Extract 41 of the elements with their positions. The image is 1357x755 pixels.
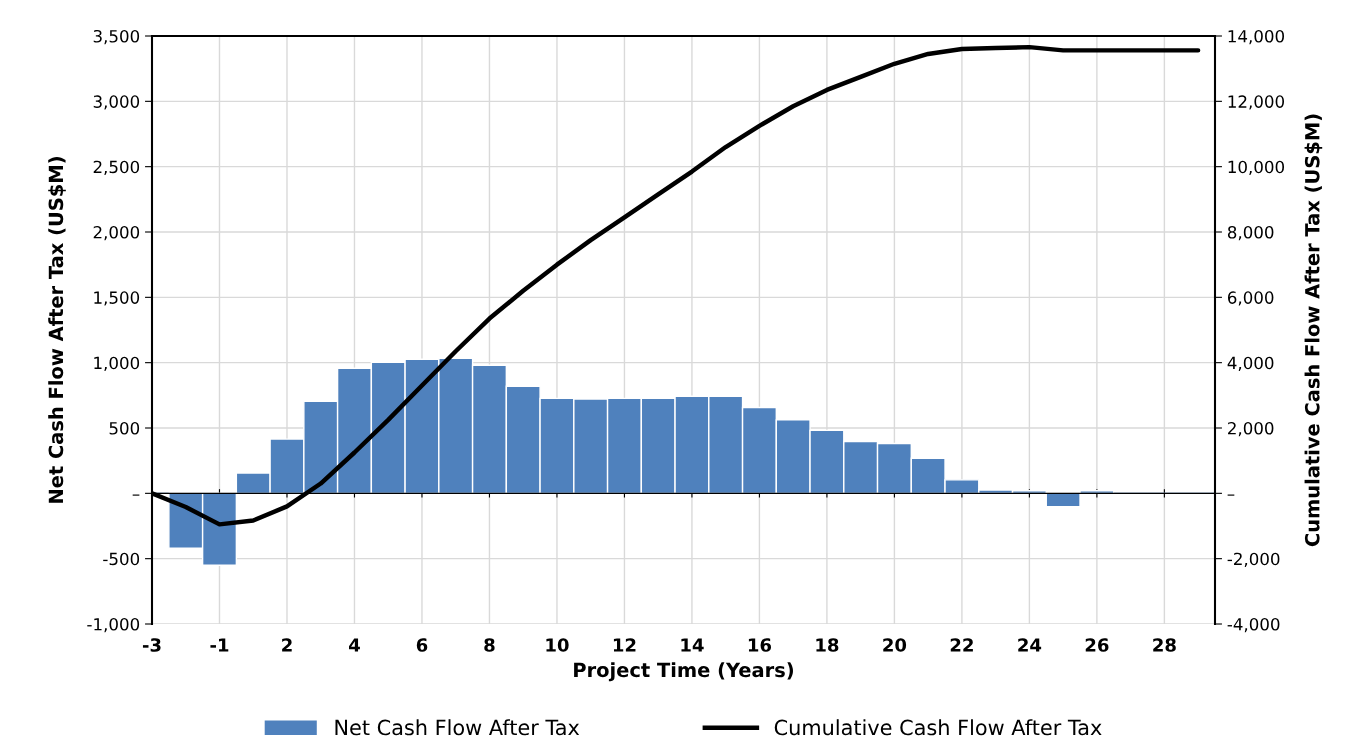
y-tick-label: 3,000: [93, 95, 140, 110]
x-axis-title: Project Time (Years): [574, 662, 793, 682]
y-tick-label: 3,500: [93, 29, 140, 45]
y-tick-label: 2,000: [93, 225, 140, 241]
y2-tick-label: 14,000: [1228, 29, 1285, 45]
y-tick-label: -1,000: [87, 617, 140, 633]
x-tick-label: 24: [1018, 638, 1042, 652]
x-tick-label: 26: [1085, 638, 1109, 652]
x-tick-label: 12: [613, 638, 636, 652]
y2-tick-label: –: [1227, 494, 1235, 496]
y-tick-label: 2,500: [93, 160, 140, 175]
x-tick-label: 2: [282, 638, 292, 652]
x-tick-label: 22: [950, 638, 973, 652]
x-tick-label: 20: [883, 638, 907, 652]
x-tick-label: -1: [210, 638, 229, 652]
y-tick-label: –: [132, 494, 140, 496]
y2-tick-label: 10,000: [1228, 160, 1285, 175]
x-tick-label: 14: [681, 638, 704, 652]
y-tick-label: 1,000: [94, 356, 140, 371]
y-tick-label: 1,500: [94, 291, 140, 306]
y2-tick-label: 4,000: [1227, 356, 1274, 371]
x-tick-label: 18: [816, 638, 839, 652]
y-tick-label: 500: [109, 421, 140, 435]
y2-tick-label: 8,000: [1227, 225, 1274, 241]
x-tick-label: 8: [484, 638, 495, 652]
y2-tick-label: 2,000: [1228, 421, 1274, 437]
x-tick-label: 28: [1153, 638, 1176, 652]
x-tick-label: 16: [748, 638, 772, 652]
y2-tick-label: 6,000: [1227, 291, 1274, 306]
y2-tick-label: -4,000: [1227, 617, 1280, 633]
x-tick-label: 4: [349, 638, 360, 652]
y2-tick-label: -2,000: [1227, 552, 1280, 567]
x-tick-label: 10: [546, 638, 569, 652]
y-tick-label: -500: [103, 552, 140, 566]
y-axis-title: Net Cash Flow After Tax (US$M): [48, 157, 66, 503]
legend-label: Net Cash Flow After Tax: [335, 719, 580, 736]
y2-tick-label: 12,000: [1228, 95, 1285, 110]
x-tick-label: 6: [416, 638, 428, 652]
x-tick-label: -3: [142, 638, 161, 652]
y2-axis-title: Cumulative Cash Flow After Tax (US$M): [1304, 114, 1323, 547]
legend-label: Cumulative Cash Flow After Tax: [774, 719, 1102, 736]
